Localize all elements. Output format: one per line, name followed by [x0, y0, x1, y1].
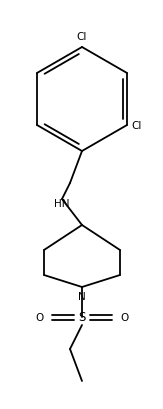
Text: HN: HN: [54, 198, 69, 209]
Text: O: O: [120, 312, 128, 322]
Text: O: O: [36, 312, 44, 322]
Text: S: S: [78, 311, 86, 324]
Text: Cl: Cl: [131, 121, 141, 131]
Text: N: N: [78, 291, 86, 301]
Text: Cl: Cl: [77, 32, 87, 42]
